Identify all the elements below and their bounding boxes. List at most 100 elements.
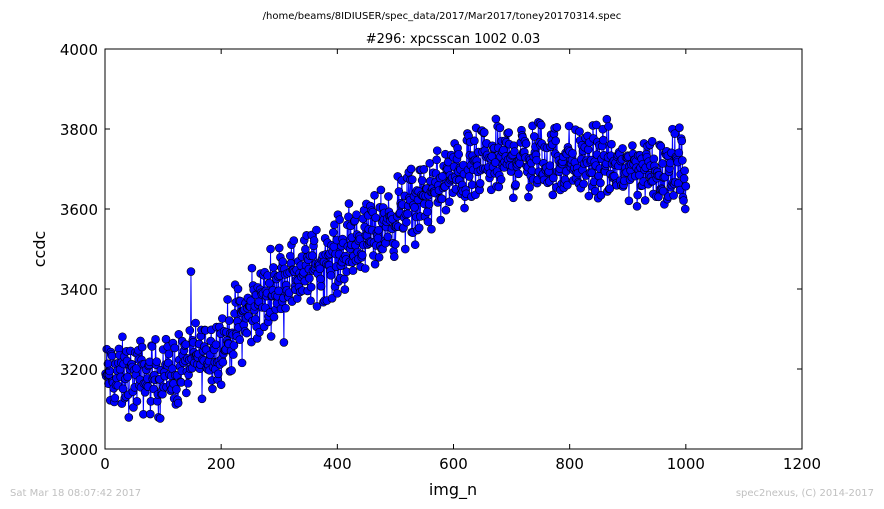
data-point <box>584 191 594 201</box>
data-point <box>328 228 338 237</box>
data-point <box>105 366 114 376</box>
data-point <box>475 178 485 188</box>
data-point <box>289 236 299 245</box>
y-tick-label: 3800 <box>60 121 98 139</box>
y-axis-ticks: 3000 3200 3400 3600 3800 4000 <box>60 41 802 459</box>
data-point <box>470 136 479 146</box>
footer-credit: spec2nexus, (C) 2014-2017 <box>735 488 874 499</box>
data-point <box>640 196 650 205</box>
data-point <box>266 244 275 254</box>
x-tick-label: 400 <box>323 455 352 473</box>
data-point <box>172 385 181 394</box>
x-tick-label: 1000 <box>667 455 705 473</box>
data-point <box>677 136 687 146</box>
data-point <box>479 128 489 137</box>
data-point <box>132 396 142 406</box>
data-point <box>266 332 276 341</box>
data-point <box>344 212 353 222</box>
data-point <box>536 120 546 130</box>
data-point <box>389 252 399 261</box>
data-point <box>197 394 207 404</box>
data-point <box>152 357 161 366</box>
data-point <box>670 129 680 139</box>
data-point <box>308 251 317 260</box>
data-point <box>348 266 358 275</box>
data-point <box>151 335 160 344</box>
data-point <box>182 388 191 398</box>
y-tick-label: 3000 <box>60 441 98 459</box>
data-point <box>191 318 200 328</box>
data-point <box>181 340 191 349</box>
data-point <box>335 215 344 224</box>
data-point <box>132 364 141 373</box>
data-point <box>524 192 533 202</box>
data-point <box>674 148 684 158</box>
data-point <box>279 338 289 347</box>
data-point <box>551 136 561 146</box>
data-point <box>414 223 424 233</box>
data-point <box>371 213 380 222</box>
x-axis-label: img_n <box>429 480 477 500</box>
data-point <box>326 271 336 280</box>
data-point <box>374 252 384 262</box>
data-point <box>467 180 477 190</box>
data-point <box>400 244 410 254</box>
data-point <box>333 289 342 298</box>
data-point <box>229 350 238 359</box>
data-point <box>583 145 593 154</box>
data-point <box>460 203 469 213</box>
data-point <box>374 225 383 235</box>
footer-timestamp: Sat Mar 18 08:07:42 2017 <box>10 488 142 499</box>
data-point <box>174 329 184 339</box>
data-point <box>678 156 687 165</box>
data-point <box>265 278 274 288</box>
data-point <box>419 165 429 174</box>
data-point <box>406 164 416 174</box>
data-point <box>339 274 349 284</box>
data-point <box>281 303 290 313</box>
data-point <box>312 225 321 235</box>
data-point <box>285 251 295 261</box>
data-point <box>607 139 616 149</box>
data-point <box>669 191 678 200</box>
data-point <box>436 215 446 225</box>
data-point <box>511 180 520 189</box>
data-point <box>679 196 688 205</box>
data-point <box>137 342 147 352</box>
data-point <box>124 413 134 422</box>
data-point <box>681 181 691 191</box>
x-tick-label: 800 <box>555 455 584 473</box>
x-tick-label: 200 <box>207 455 236 473</box>
data-point <box>306 296 315 306</box>
data-point <box>596 190 606 200</box>
data-point <box>521 139 531 148</box>
data-point <box>403 209 412 219</box>
data-point <box>376 185 386 195</box>
data-point <box>604 122 613 131</box>
data-point <box>237 358 247 368</box>
data-point <box>225 316 234 325</box>
data-point <box>147 342 157 351</box>
data-series <box>101 114 691 423</box>
data-point <box>407 175 417 184</box>
data-point <box>358 250 367 260</box>
data-point <box>647 137 657 146</box>
data-point <box>186 267 196 276</box>
x-tick-label: 0 <box>100 455 110 473</box>
y-tick-label: 3400 <box>60 281 98 299</box>
data-point <box>309 236 319 245</box>
data-point <box>269 312 279 322</box>
data-point <box>454 149 464 159</box>
data-point <box>656 141 666 151</box>
y-tick-label: 4000 <box>60 41 98 59</box>
data-point <box>229 341 239 350</box>
data-point <box>251 314 260 324</box>
data-point <box>680 204 690 214</box>
data-point <box>402 217 411 227</box>
data-point <box>384 192 393 201</box>
data-point <box>425 158 434 168</box>
data-point <box>575 127 584 136</box>
data-point <box>632 202 642 211</box>
data-point <box>563 180 572 190</box>
data-point <box>269 263 278 272</box>
